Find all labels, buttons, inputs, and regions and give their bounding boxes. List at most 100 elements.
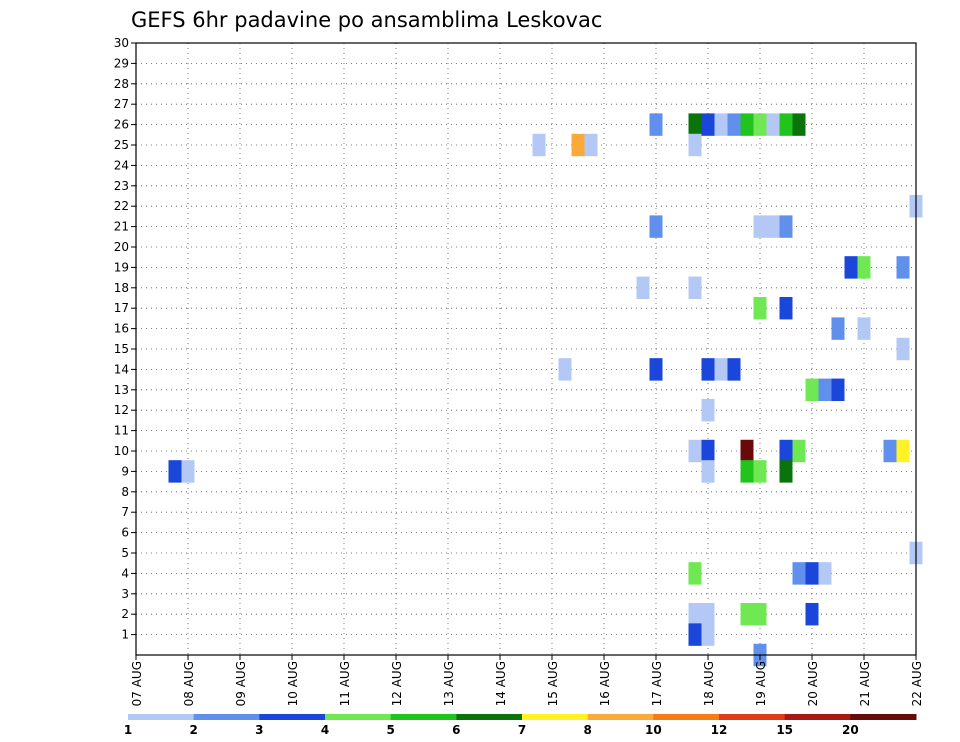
colorbar-segment <box>390 714 457 720</box>
colorbar-label: 7 <box>518 723 526 737</box>
data-cell <box>844 256 858 279</box>
data-cell <box>688 562 702 585</box>
y-tick-label: 24 <box>114 158 129 172</box>
colorbar-segment <box>325 714 392 720</box>
y-tick-label: 18 <box>114 281 129 295</box>
data-cell <box>714 113 728 136</box>
data-cell <box>571 133 585 157</box>
x-tick-label: 10 AUG <box>286 661 300 706</box>
data-cell <box>896 439 910 463</box>
colorbar-label: 8 <box>583 723 591 737</box>
data-cell <box>792 562 806 585</box>
colorbar-segment <box>784 714 851 720</box>
data-cell <box>727 358 741 381</box>
data-cell <box>857 256 871 279</box>
y-tick-label: 16 <box>114 322 129 336</box>
data-cell <box>831 317 845 340</box>
data-cell <box>688 439 702 463</box>
data-cell <box>701 358 715 381</box>
colorbar-label: 1 <box>124 723 132 737</box>
y-tick-label: 27 <box>114 97 129 111</box>
data-cell <box>727 113 741 136</box>
data-cell <box>805 562 819 585</box>
y-tick-label: 17 <box>114 301 129 315</box>
data-cell <box>181 460 195 483</box>
data-cell <box>688 623 702 646</box>
data-cell <box>779 215 793 238</box>
data-cell <box>896 337 910 361</box>
y-tick-label: 29 <box>114 56 129 70</box>
y-tick-label: 13 <box>114 383 129 397</box>
y-tick-label: 8 <box>121 485 129 499</box>
colorbar: 1 2 3 4 5 6 7 8 10 12 15 20 <box>124 714 917 737</box>
y-tick-label: 10 <box>114 444 129 458</box>
y-tick-label: 23 <box>114 179 129 193</box>
colorbar-label: 12 <box>711 723 728 737</box>
colorbar-segment <box>653 714 720 720</box>
data-cell <box>701 398 715 422</box>
data-cell <box>766 215 780 238</box>
y-tick-label: 26 <box>114 118 129 132</box>
data-cell <box>740 113 754 136</box>
x-tick-label: 07 AUG <box>130 661 144 706</box>
y-tick-label: 30 <box>114 36 129 50</box>
data-cell <box>766 113 780 136</box>
data-cell <box>649 358 663 381</box>
x-tick-label: 17 AUG <box>650 661 664 706</box>
colorbar-label: 20 <box>842 723 859 737</box>
data-cell <box>779 296 793 320</box>
y-tick-label: 19 <box>114 260 129 274</box>
colorbar-segment <box>128 714 195 720</box>
colorbar-label: 6 <box>452 723 460 737</box>
data-cell <box>818 378 832 402</box>
data-cell <box>584 133 598 157</box>
data-cell <box>688 602 702 626</box>
y-tick-label: 6 <box>121 526 129 540</box>
y-tick-label: 1 <box>121 628 129 642</box>
x-tick-label: 14 AUG <box>494 661 508 706</box>
data-cell <box>558 358 572 381</box>
y-axis: 1234567891011121314151617181920212223242… <box>114 36 136 642</box>
x-tick-label: 19 AUG <box>754 661 768 706</box>
y-tick-label: 7 <box>121 505 129 519</box>
data-cell <box>701 602 715 626</box>
y-tick-label: 4 <box>121 566 129 580</box>
x-tick-label: 13 AUG <box>442 661 456 706</box>
colorbar-label: 3 <box>255 723 263 737</box>
y-tick-label: 15 <box>114 342 129 356</box>
data-cell <box>688 113 702 136</box>
colorbar-label: 5 <box>386 723 394 737</box>
data-cell <box>701 460 715 483</box>
data-cell <box>753 602 767 626</box>
y-tick-label: 3 <box>121 587 129 601</box>
colorbar-label: 10 <box>645 723 662 737</box>
data-cell <box>740 602 754 626</box>
x-axis: 07 AUG 08 AUG 09 AUG 10 AUG 11 AUG 12 AUG 13 A… <box>130 655 924 706</box>
colorbar-segment <box>850 714 917 720</box>
chart-title: GEFS 6hr padavine po ansamblima Leskovac <box>131 8 602 32</box>
colorbar-segment <box>522 714 589 720</box>
data-cell <box>701 623 715 646</box>
data-cell <box>168 460 182 483</box>
data-cell <box>649 113 663 136</box>
y-tick-label: 25 <box>114 138 129 152</box>
data-cell <box>896 256 910 279</box>
x-tick-label: 12 AUG <box>390 661 404 706</box>
colorbar-label: 15 <box>776 723 793 737</box>
y-tick-label: 12 <box>114 403 129 417</box>
data-cell <box>701 439 715 463</box>
x-tick-label: 11 AUG <box>338 661 352 706</box>
data-cell <box>636 276 650 300</box>
data-cell <box>753 215 767 238</box>
y-tick-label: 28 <box>114 77 129 91</box>
data-cell <box>740 439 754 463</box>
data-cell <box>649 215 663 238</box>
colorbar-label: 2 <box>189 723 197 737</box>
data-cell <box>740 460 754 483</box>
y-tick-label: 20 <box>114 240 129 254</box>
y-tick-label: 9 <box>121 464 129 478</box>
data-cell <box>805 378 819 402</box>
colorbar-segment <box>587 714 654 720</box>
data-cell <box>792 439 806 463</box>
